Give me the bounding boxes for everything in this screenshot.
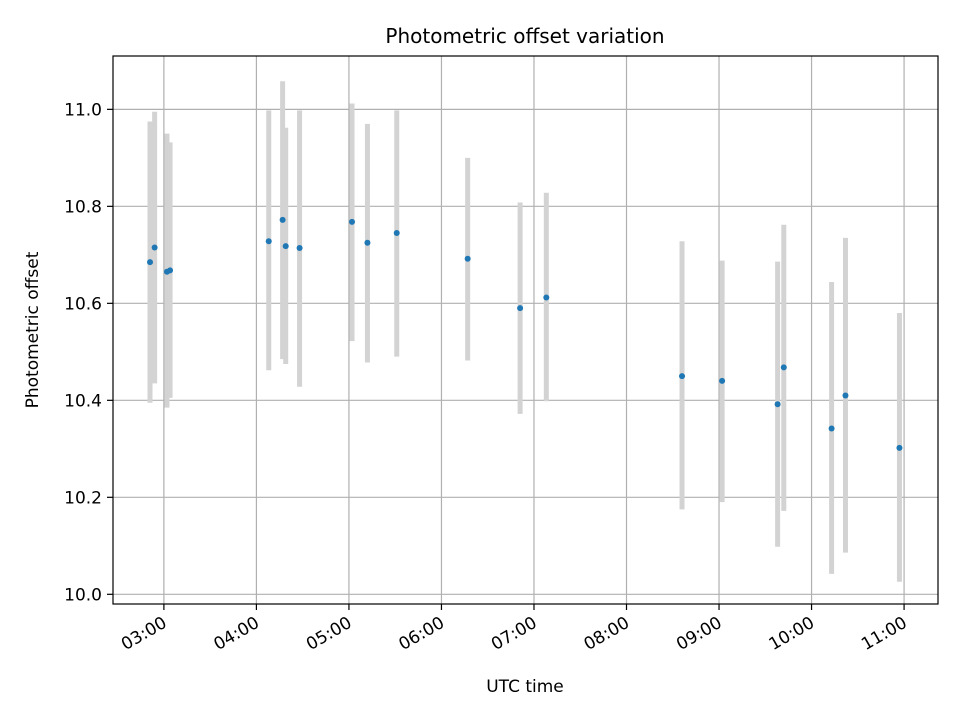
- data-point: [842, 392, 849, 399]
- data-point: [517, 305, 524, 312]
- y-tick-label: 10.2: [64, 488, 102, 508]
- data-point: [282, 243, 289, 250]
- x-axis-title: UTC time: [486, 677, 564, 697]
- y-tick-label: 10.8: [64, 197, 102, 217]
- data-point: [543, 294, 550, 301]
- chart-title: Photometric offset variation: [385, 24, 664, 48]
- y-tick-label: 10.6: [64, 294, 102, 314]
- data-point: [393, 230, 400, 237]
- data-point: [147, 259, 154, 266]
- data-point: [719, 377, 726, 384]
- data-point: [896, 444, 903, 451]
- data-point: [364, 239, 371, 246]
- grid: [113, 56, 938, 604]
- plot-frame: [112, 55, 939, 605]
- data-point: [828, 425, 835, 432]
- y-tick-label: 10.4: [64, 391, 102, 411]
- data-point: [349, 218, 356, 225]
- data-point: [679, 373, 686, 380]
- data-point: [464, 255, 471, 262]
- y-axis-title: Photometric offset: [23, 251, 43, 408]
- data-point: [151, 244, 158, 251]
- data-point: [296, 245, 303, 252]
- data-point: [279, 216, 286, 223]
- data-point: [780, 364, 787, 371]
- y-tick-label: 10.0: [64, 585, 102, 605]
- data-point: [167, 267, 174, 274]
- data-points: [147, 216, 903, 451]
- y-tick-label: 11.0: [64, 100, 102, 120]
- y-axis: 10.0 10.2 10.4 10.6 10.8 11.0: [64, 100, 113, 605]
- data-point: [265, 238, 272, 245]
- data-point: [774, 401, 781, 408]
